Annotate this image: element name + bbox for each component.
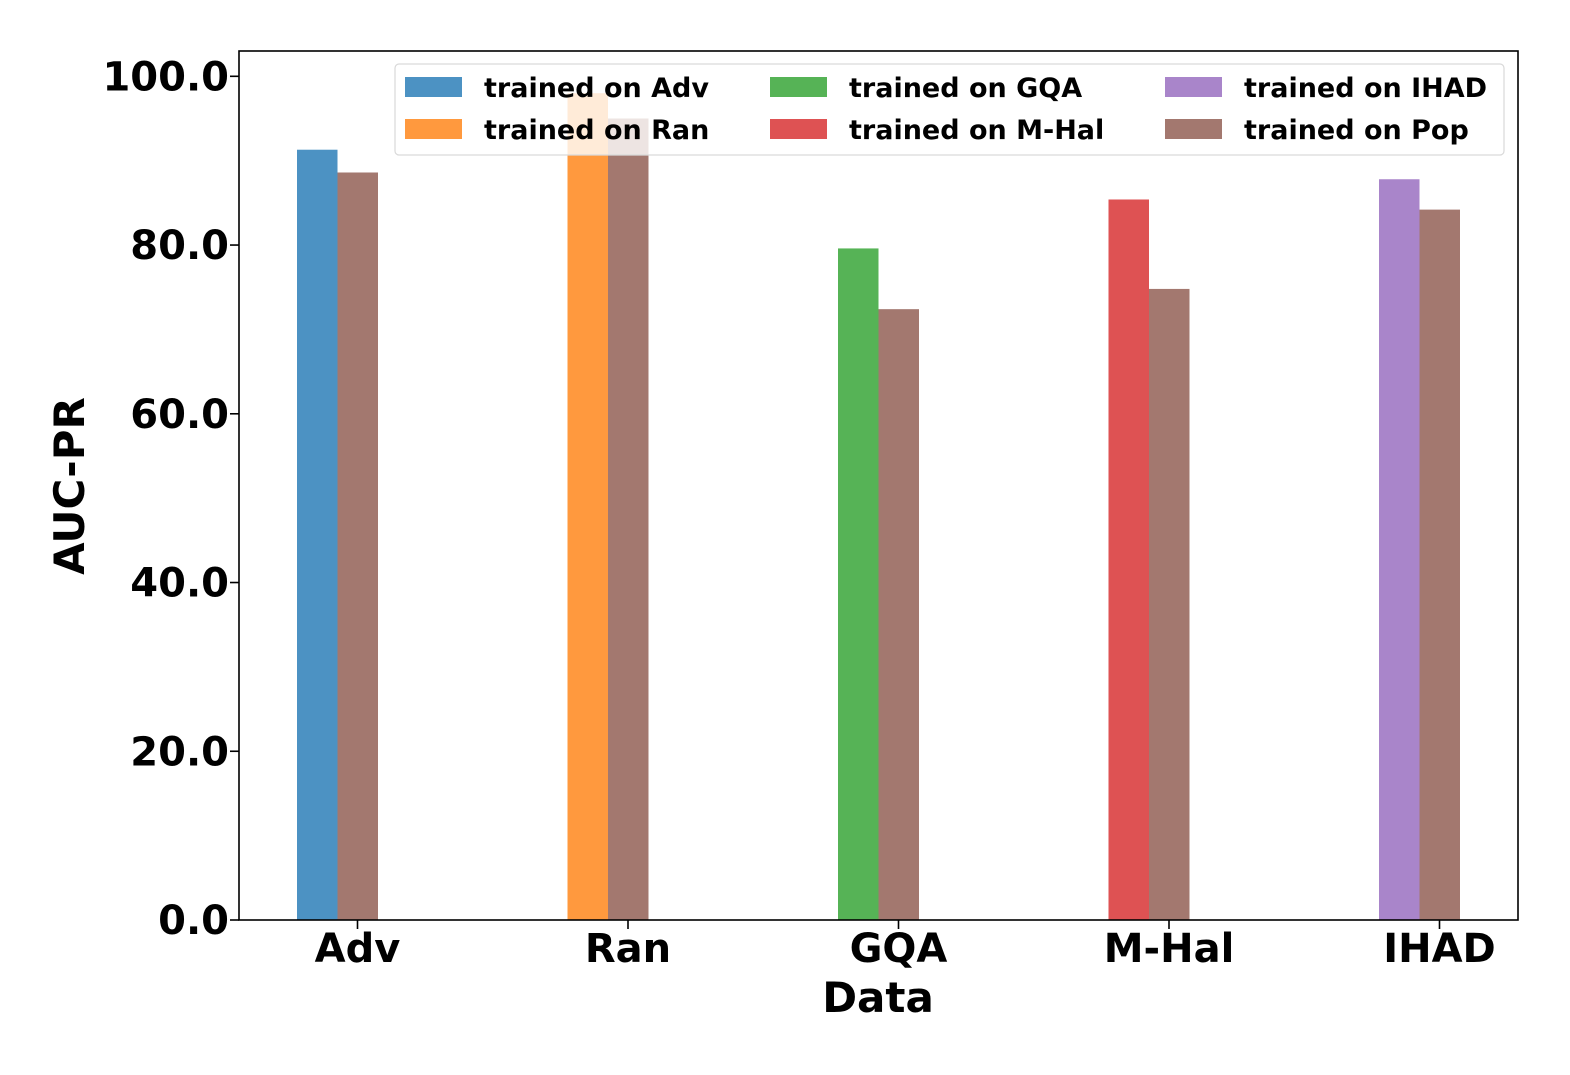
legend-label: trained on M-Hal [849,115,1104,146]
bar-adv-trained-on-adv [297,149,338,920]
legend-swatch [405,77,462,97]
bar-m-hal-trained-on-pop [1149,288,1190,920]
x-tick-label: Adv [315,926,401,972]
bar-m-hal-trained-on-m-hal [1108,199,1149,920]
legend-swatch [770,77,827,97]
y-tick-label: 100.0 [102,54,229,100]
legend-swatch [770,119,827,139]
legend: trained on Adv trained on Ran trained on G… [394,63,1505,156]
x-tick-label: Ran [585,926,671,972]
y-tick-label: 20.0 [130,729,229,775]
legend-label: trained on Ran [484,115,709,146]
x-axis: Adv Ran GQA M-Hal IHAD [315,920,1496,972]
bar-ihad-trained-on-pop [1419,209,1460,920]
y-axis: 0.0 20.0 40.0 60.0 80.0 100.0 [102,54,239,944]
bars-layer [297,93,1460,921]
legend-swatch [1165,77,1222,97]
bar-ihad-trained-on-ihad [1379,179,1420,920]
legend-swatch [1165,119,1222,139]
legend-label: trained on Pop [1244,115,1469,146]
bar-gqa-trained-on-pop [878,309,919,920]
legend-swatch [405,119,462,139]
x-axis-title: Data [822,973,934,1022]
bar-ran-trained-on-ran [567,93,608,921]
x-tick-label: M-Hal [1104,926,1235,972]
x-tick-label: GQA [850,926,948,972]
y-tick-label: 0.0 [158,898,229,944]
legend-label: trained on GQA [849,73,1082,104]
y-axis-title: AUC-PR [45,397,94,575]
y-tick-label: 40.0 [130,561,229,607]
y-tick-label: 80.0 [130,223,229,269]
legend-label: trained on Adv [484,73,709,104]
bar-gqa-trained-on-gqa [838,248,879,921]
legend-label: trained on IHAD [1244,73,1487,104]
legend-frame [394,63,1505,156]
bar-ran-trained-on-pop [608,118,649,921]
y-tick-label: 60.0 [130,392,229,438]
plot-frame [238,50,1519,921]
bar-adv-trained-on-pop [337,172,378,920]
x-tick-label: IHAD [1383,926,1496,972]
